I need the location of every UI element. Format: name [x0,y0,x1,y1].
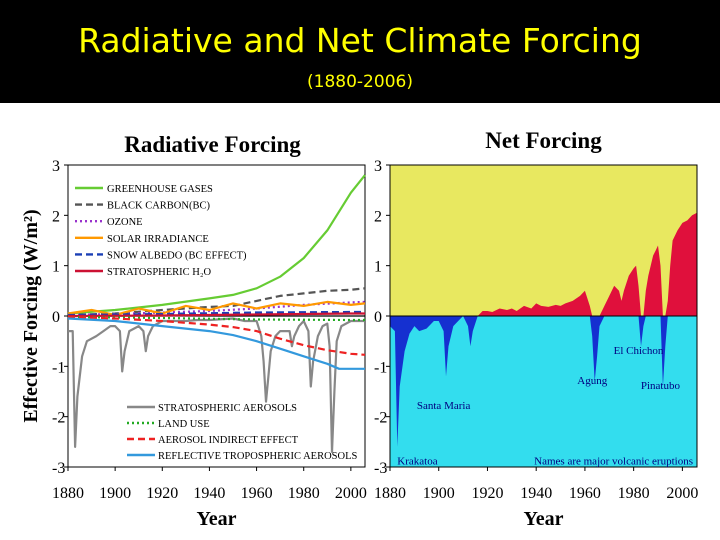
legend-label-solar-irradiance: SOLAR IRRADIANCE [107,234,209,245]
radiative-xtick-label: 2000 [335,485,367,502]
radiative-ytick-label: -1 [52,359,65,376]
radiative-xtick-label: 1980 [288,485,320,502]
legend-label-land-use: LAND USE [158,419,210,430]
net-xtick-label: 1880 [374,485,406,502]
net-xtick-label: 1920 [471,485,503,502]
series-line-reflective-tropospheric-aerosols [67,317,365,370]
slide-title: Radiative and Net Climate Forcing [78,21,642,60]
legend-label-reflective-tropospheric-aerosols: REFLECTIVE TROPOSPHERIC AEROSOLS [158,451,357,462]
net-xtick-label: 1940 [520,485,552,502]
series-line-stratospheric-aerosols [68,317,365,453]
net-xtick-label: 1960 [569,485,601,502]
series-line-aerosol-indirect-effect [67,315,366,356]
net-ytick-label: 0 [374,309,382,326]
net-x-axis-label: Year [524,508,564,530]
net-ytick-label: -1 [374,359,387,376]
radiative-xtick-label: 1940 [193,485,225,502]
net-forcing-negative-area [390,316,697,447]
series-line-snow-albedo-bc-effect [67,310,365,317]
radiative-ytick-label: 1 [52,259,60,276]
net-negative-region [390,316,697,467]
legend-label-aerosol-indirect-effect: AEROSOL INDIRECT EFFECT [158,435,299,446]
legend-label-greenhouse-gases: GREENHOUSE GASES [107,184,213,195]
series-line-solar-irradiance [67,300,366,317]
annotation-santa-maria: Santa Maria [417,400,471,412]
series-line-stratospheric-h-o [67,312,365,318]
net-xtick-label: 1980 [618,485,650,502]
radiative-xtick-label: 1960 [241,485,273,502]
annotation-el-chichon: El Chichon [614,345,664,357]
net-chart-title: Net Forcing [485,128,602,153]
net-xtick-label: 1900 [423,485,455,502]
annotation-pinatubo: Pinatubo [641,380,681,392]
annotation-agung: Agung [577,375,607,387]
series-line-greenhouse-gases [67,174,366,315]
radiative-xtick-label: 1880 [52,485,84,502]
legend-label-stratospheric-aerosols: STRATOSPHERIC AEROSOLS [158,403,297,414]
radiative-ytick-label: -2 [52,410,65,427]
radiative-xtick-label: 1900 [99,485,131,502]
net-ytick-label: -3 [374,460,387,477]
radiative-ytick-label: 2 [52,208,60,225]
radiative-y-axis-label: Effective Forcing (W/m²) [20,209,42,422]
net-ytick-label: 3 [374,158,382,175]
slide-subtitle: (1880-2006) [307,72,413,92]
legend-label-snow-albedo-bc-effect: SNOW ALBEDO (BC EFFECT) [107,250,247,261]
annotation-krakatoa: Krakatoa [397,455,437,467]
radiative-xtick-label: 1920 [146,485,178,502]
net-ytick-label: -2 [374,410,387,427]
radiative-chart-title: Radiative Forcing [124,132,301,157]
legend-label-black-carbon-bc: BLACK CARBON(BC) [107,201,210,212]
net-xtick-label: 2000 [666,485,698,502]
radiative-ytick-label: -3 [52,460,65,477]
radiative-ytick-label: 0 [52,309,60,326]
annotation-names-are-major-volcanic-eruptions: Names are major volcanic eruptions [534,455,693,467]
net-ytick-label: 2 [374,208,382,225]
net-ytick-label: 1 [374,259,382,276]
legend-label-ozone: OZONE [107,217,143,228]
legend-label-stratospheric-h-o: STRATOSPHERIC H₂O [107,267,212,278]
slide-header [0,0,720,103]
radiative-ytick-label: 3 [52,158,60,175]
radiative-x-axis-label: Year [197,508,237,530]
